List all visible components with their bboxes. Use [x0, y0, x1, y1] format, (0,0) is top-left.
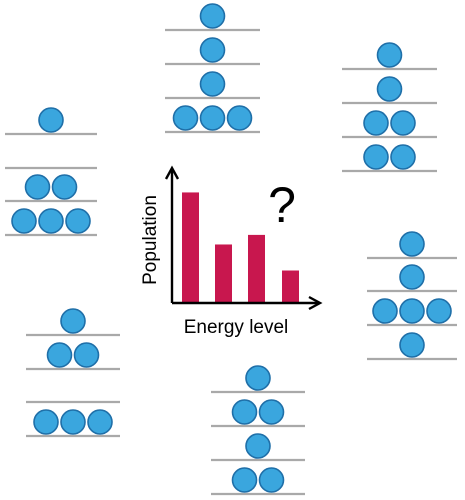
bar-3	[248, 234, 265, 302]
y-axis-arrow-icon	[164, 165, 180, 180]
configuration-top-right	[342, 42, 437, 173]
particle-icon	[38, 208, 64, 234]
particle-icon	[87, 409, 113, 435]
y-axis-label: Population	[140, 195, 161, 285]
bar-2	[215, 244, 232, 302]
particle-icon	[51, 174, 78, 200]
particle-icon	[245, 433, 271, 459]
particle-icon	[399, 332, 425, 358]
particle-icon	[399, 264, 425, 290]
question-mark-icon: ?	[268, 177, 296, 233]
configuration-right	[367, 231, 457, 361]
particle-icon	[73, 342, 100, 368]
particle-icon	[372, 298, 398, 324]
particle-icon	[245, 365, 271, 391]
particle-icon	[33, 409, 59, 435]
particle-icon	[231, 467, 258, 493]
bar-4	[282, 270, 299, 302]
particle-icon	[231, 399, 258, 425]
particle-icon	[426, 298, 452, 324]
configuration-left	[5, 107, 97, 237]
bar-1	[182, 192, 199, 302]
configurations-layer	[5, 3, 457, 496]
particle-icon	[199, 3, 226, 29]
population-bar-chart: Population Energy level	[140, 165, 323, 338]
particle-icon	[399, 298, 425, 324]
particle-icon	[258, 467, 285, 493]
particle-icon	[11, 208, 37, 234]
configuration-top-center	[165, 3, 260, 134]
particle-icon	[226, 105, 253, 131]
particle-icon	[199, 71, 226, 97]
configuration-bottom-center	[211, 365, 305, 496]
particle-icon	[363, 144, 389, 170]
particle-icon	[172, 105, 199, 131]
particle-icon	[46, 342, 73, 368]
particle-icon	[65, 208, 91, 234]
particle-icon	[258, 399, 285, 425]
particle-icon	[24, 174, 51, 200]
particle-icon	[199, 37, 226, 63]
configuration-bottom-left	[26, 308, 120, 438]
particle-icon	[376, 76, 403, 102]
particle-icon	[390, 144, 416, 170]
particle-icon	[399, 231, 425, 257]
particle-icon	[363, 110, 389, 136]
x-axis-label: Energy level	[184, 317, 289, 338]
particle-icon	[376, 42, 403, 68]
bars-group	[182, 192, 299, 302]
particle-icon	[199, 105, 226, 131]
particle-icon	[390, 110, 416, 136]
particle-icon	[60, 308, 86, 334]
x-axis-arrow-icon	[308, 295, 323, 311]
particle-icon	[60, 409, 86, 435]
particle-icon	[38, 107, 64, 133]
